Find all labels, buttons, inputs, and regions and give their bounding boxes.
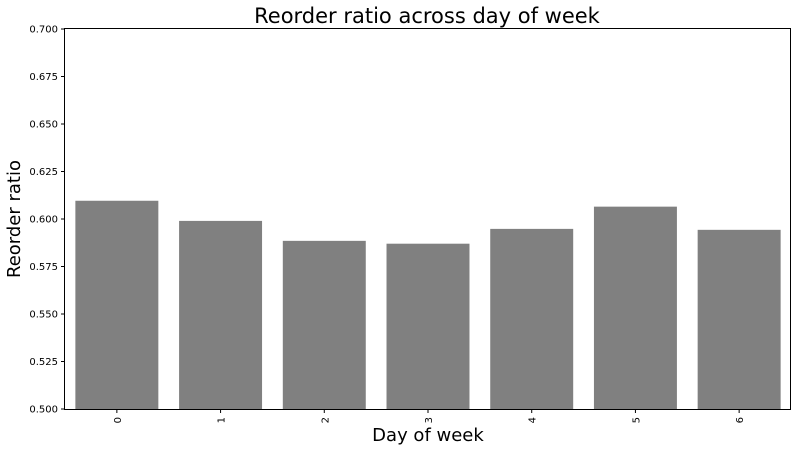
plot-frame (64, 28, 791, 410)
x-tick-label: 0 (113, 417, 124, 423)
x-tick-label: 6 (735, 417, 746, 423)
x-axis-ticks: 0 1 2 3 4 5 6 (113, 409, 746, 423)
y-axis-label: Reorder ratio (4, 160, 25, 278)
y-tick-label: 0.500 (29, 405, 58, 416)
bar-3 (386, 243, 470, 409)
chart-title: Reorder ratio across day of week (254, 4, 601, 28)
x-tick-label: 3 (424, 417, 435, 423)
bar-6 (697, 229, 781, 409)
x-tick-label: 1 (217, 417, 228, 423)
y-tick-label: 0.675 (29, 72, 58, 83)
y-tick-label: 0.550 (29, 310, 58, 321)
bars-group (75, 200, 781, 409)
x-tick-label: 2 (320, 417, 331, 423)
y-tick-label: 0.625 (29, 167, 58, 178)
y-tick-label: 0.700 (29, 25, 58, 36)
bar-1 (179, 220, 263, 409)
y-tick-label: 0.600 (29, 215, 58, 226)
y-tick-label: 0.575 (29, 262, 58, 273)
y-tick-label: 0.650 (29, 120, 58, 131)
bar-4 (490, 228, 574, 409)
x-tick-label: 5 (631, 417, 642, 423)
x-axis-label: Day of week (372, 425, 484, 446)
y-axis-ticks: 0.500 0.525 0.550 0.575 0.600 0.625 0.650 0.675… (29, 25, 65, 416)
bar-5 (593, 206, 677, 409)
bar-0 (75, 200, 159, 409)
y-tick-label: 0.525 (29, 357, 58, 368)
x-tick-label: 4 (528, 417, 539, 423)
bar-2 (282, 240, 366, 409)
